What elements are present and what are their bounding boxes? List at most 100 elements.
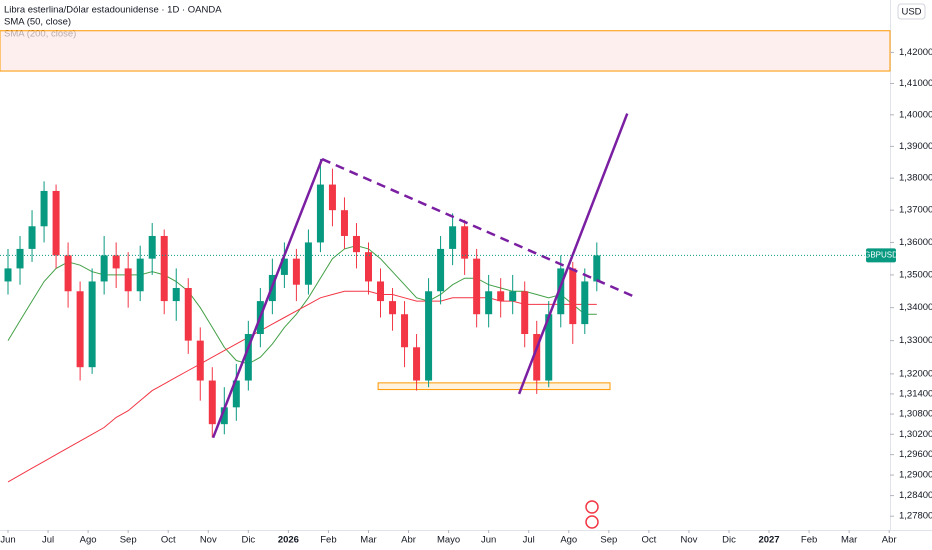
x-tick-label: Nov	[200, 535, 217, 546]
x-tick-label: Dic	[241, 535, 255, 546]
y-tick-label: 1,38000	[899, 173, 932, 184]
y-tick-label: 1,32000	[899, 368, 932, 379]
event-icon[interactable]	[585, 515, 599, 529]
y-tick-label: 1,30200	[899, 429, 932, 440]
y-tick-label: 1,31400	[899, 388, 932, 399]
y-tick-label: 1,36000	[899, 237, 932, 248]
x-tick-label: 2026	[278, 535, 299, 546]
candle-body	[473, 258, 481, 315]
x-tick-label: Jun	[481, 535, 496, 546]
candle-body	[88, 281, 96, 368]
y-tick-label: 1,30800	[899, 409, 932, 420]
candle-body	[545, 314, 553, 381]
candle-body	[485, 291, 493, 315]
x-tick-label: Oct	[161, 535, 176, 546]
candle-body	[52, 190, 60, 256]
chart-title: Libra esterlina/Dólar estadounidense · 1…	[4, 5, 222, 16]
candle-body	[208, 380, 216, 425]
currency[interactable]: USD	[901, 7, 921, 18]
candle-body	[581, 281, 589, 325]
trend-line	[517, 113, 629, 395]
event-icon[interactable]	[585, 500, 599, 514]
last-price-label: GBPUSD	[864, 251, 898, 260]
y-tick-label: 1,34000	[899, 302, 932, 313]
candle-body	[244, 334, 252, 381]
x-tick-label: Sep	[600, 535, 617, 546]
candle-body	[76, 291, 84, 368]
currency-button[interactable]	[897, 3, 926, 20]
y-tick-label: 1,40000	[899, 109, 932, 120]
resistance-zone	[0, 30, 891, 72]
y-tick-label: 1,28400	[899, 490, 932, 501]
candle-body	[148, 235, 156, 259]
x-tick-label: Nov	[680, 535, 697, 546]
y-tick-label: 1,27800	[899, 511, 932, 522]
x-tick-label: Abr	[882, 535, 897, 546]
candle-body	[4, 268, 12, 282]
y-tick-label: 1,37000	[899, 205, 932, 216]
legend-entry: SMA (50, close)	[4, 17, 71, 28]
candle-body	[521, 291, 529, 335]
candle-body	[160, 235, 168, 302]
candle-body	[569, 268, 577, 325]
candle-body	[100, 255, 108, 282]
x-tick-label: Dic	[722, 535, 736, 546]
candle-body	[364, 252, 372, 282]
y-tick-label: 1,29600	[899, 449, 932, 460]
x-tick-label: Feb	[801, 535, 817, 546]
candle-body	[437, 248, 445, 292]
support-box	[377, 382, 611, 391]
y-tick-label: 1,35000	[899, 269, 932, 280]
candle-body	[557, 268, 565, 315]
candle-body	[425, 291, 433, 381]
x-tick-label: Oct	[641, 535, 656, 546]
candle-body	[16, 248, 24, 269]
plot-area	[0, 30, 891, 483]
candle-body	[509, 291, 517, 302]
candle-body	[40, 190, 48, 227]
candle-body	[184, 287, 192, 341]
x-tick-label: Ago	[560, 535, 577, 546]
y-tick-label: 1,33000	[899, 335, 932, 346]
candle-body	[28, 226, 36, 249]
candle-body	[593, 255, 601, 282]
trend-line	[321, 157, 638, 299]
candle-body	[112, 255, 120, 269]
candle-body	[377, 281, 385, 302]
candle-body	[449, 226, 457, 249]
candle-body	[220, 407, 228, 425]
candle-body	[401, 314, 409, 348]
x-tick-label: Sep	[120, 535, 137, 546]
x-tick-label: Mar	[360, 535, 376, 546]
x-tick-label: Mayo	[437, 535, 460, 546]
candle-body	[136, 258, 144, 292]
x-tick-label: Feb	[320, 535, 336, 546]
candle-body	[413, 347, 421, 381]
x-tick-label: 2027	[758, 535, 779, 546]
candle-body	[352, 235, 360, 253]
x-tick-label: Jul	[523, 535, 535, 546]
candle-body	[340, 210, 348, 236]
candle-body	[316, 184, 324, 243]
candle-body	[196, 340, 204, 381]
y-tick-label: 1,41000	[899, 78, 932, 89]
candle-body	[497, 291, 505, 302]
x-tick-label: Jul	[42, 535, 54, 546]
candle-body	[292, 258, 300, 285]
last-price-tag	[866, 248, 896, 263]
candle-body	[304, 242, 312, 285]
candle-body	[232, 380, 240, 408]
candle-body	[64, 255, 72, 292]
candle-body	[328, 184, 336, 211]
x-tick-label: Ago	[80, 535, 97, 546]
y-tick-label: 1,39000	[899, 141, 932, 152]
x-tick-label: Jun	[0, 535, 15, 546]
candle-body	[533, 334, 541, 381]
candle-body	[124, 268, 132, 292]
y-tick-label: 1,29000	[899, 470, 932, 481]
candle-body	[461, 226, 469, 259]
x-tick-label: Abr	[401, 535, 416, 546]
y-tick-label: 1,42000	[899, 47, 932, 58]
